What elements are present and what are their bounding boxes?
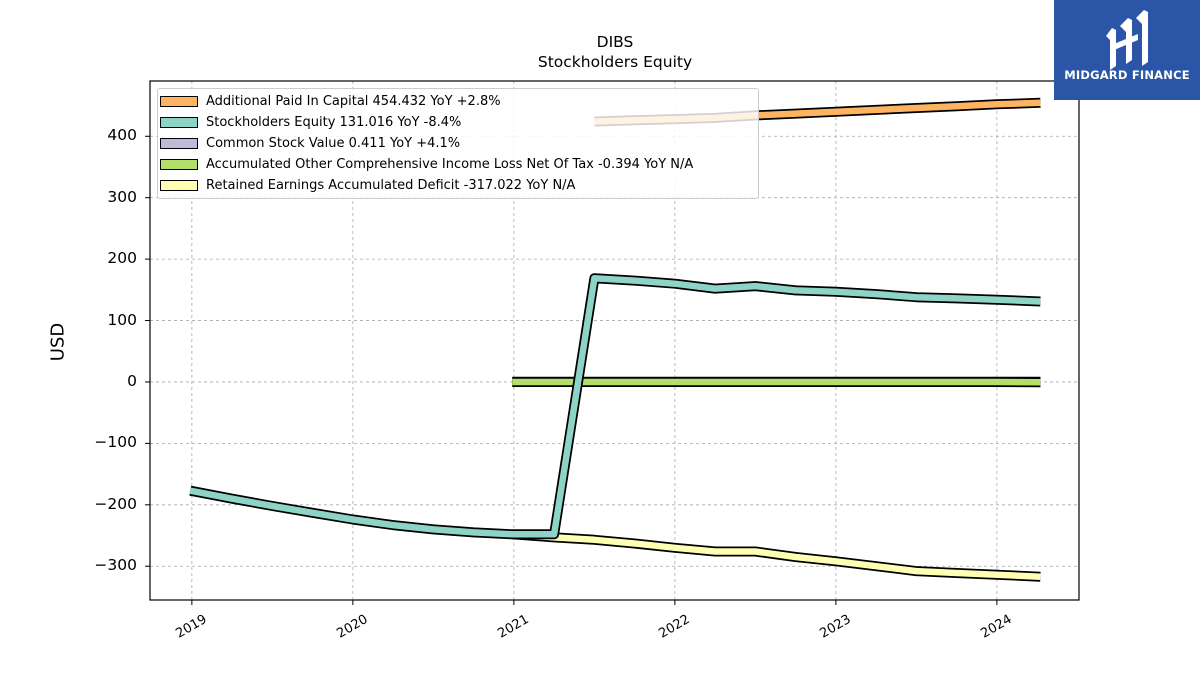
legend-item-accumulated-oci: Accumulated Other Comprehensive Income L…	[158, 154, 693, 174]
y-tick-label: 100	[107, 310, 137, 329]
y-tick-label: 300	[107, 187, 137, 206]
legend-item-stockholders-equity: Stockholders Equity 131.016 YoY -8.4%	[158, 112, 461, 132]
series-line-stockholders-equity	[189, 273, 1041, 540]
y-tick-label: −300	[94, 556, 137, 575]
legend-label: Retained Earnings Accumulated Deficit -3…	[206, 177, 576, 193]
chart-title: DIBS	[596, 33, 634, 51]
y-tick-label: 0	[127, 371, 137, 390]
legend-label: Accumulated Other Comprehensive Income L…	[206, 156, 694, 172]
legend-swatch	[160, 158, 198, 170]
y-tick-label: −100	[94, 433, 137, 452]
series-fill	[189, 274, 1041, 538]
logo-mark-icon	[1106, 10, 1148, 70]
chart-legend: Additional Paid In Capital 454.432 YoY +…	[157, 88, 759, 199]
series-outline	[189, 273, 1041, 540]
y-tick-label: −200	[94, 494, 137, 513]
legend-swatch	[160, 179, 198, 191]
plot-frame	[149, 80, 1080, 601]
brand-logo: MIDGARD FINANCE	[1054, 0, 1200, 100]
chart-subtitle: Stockholders Equity	[537, 53, 693, 71]
logo-text: MIDGARD FINANCE	[1064, 68, 1190, 82]
y-tick-label: 200	[107, 249, 137, 268]
legend-swatch	[160, 137, 198, 149]
y-tick-label: 400	[107, 126, 137, 145]
series-fill	[512, 531, 1041, 580]
series-line-retained-earnings-accumulated-deficit	[511, 529, 1041, 582]
legend-item-common-stock-value: Common Stock Value 0.411 YoY +4.1%	[158, 133, 460, 153]
y-axis-label: USD	[47, 322, 69, 362]
legend-item-additional-paid-in-capital: Additional Paid In Capital 454.432 YoY +…	[158, 91, 501, 111]
legend-label: Common Stock Value 0.411 YoY +4.1%	[206, 135, 461, 151]
series-lines	[189, 97, 1041, 582]
legend-label: Additional Paid In Capital 454.432 YoY +…	[206, 93, 501, 109]
legend-label: Stockholders Equity 131.016 YoY -8.4%	[206, 114, 462, 130]
legend-swatch	[160, 116, 198, 128]
legend-item-retained-earnings: Retained Earnings Accumulated Deficit -3…	[158, 175, 575, 195]
tick-marks	[145, 135, 998, 605]
legend-swatch	[160, 95, 198, 107]
